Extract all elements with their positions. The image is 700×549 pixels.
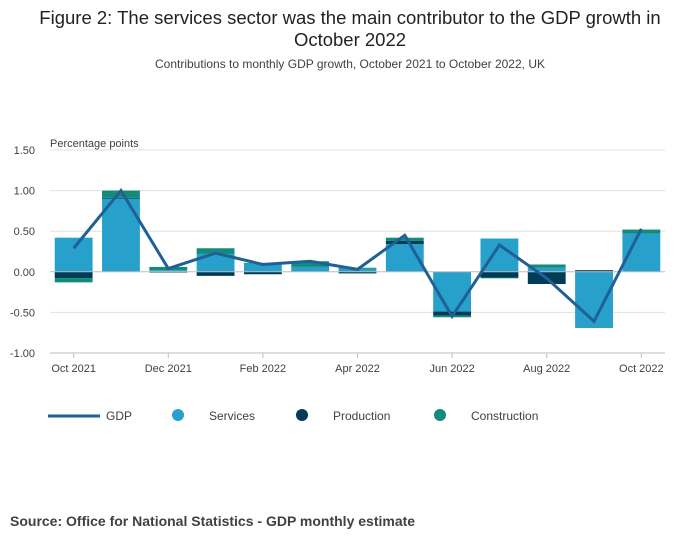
legend-swatch-construction — [434, 409, 446, 421]
bar-construction — [480, 277, 519, 279]
x-tick-label: Oct 2022 — [619, 363, 664, 375]
bar-production — [243, 271, 282, 275]
bar-services — [196, 253, 235, 272]
bars — [54, 190, 661, 328]
chart-title: Figure 2: The services sector was the ma… — [39, 7, 661, 50]
chart-subtitle: Contributions to monthly GDP growth, Oct… — [155, 57, 545, 71]
x-tick-label: Aug 2022 — [523, 363, 570, 375]
bar-production — [102, 197, 140, 199]
axes: -1.00 -0.50 0.00 0.50 1.00 1.50 Oct 2021 Dec 20… — [10, 145, 665, 375]
bar-production — [54, 271, 93, 279]
bar-production — [575, 270, 613, 272]
gdp-line-path — [72, 188, 643, 324]
bar-construction — [196, 248, 235, 254]
bar-services — [527, 267, 566, 272]
bar-services — [149, 270, 188, 272]
bar-services — [54, 237, 93, 272]
y-tick-label: 0.00 — [14, 267, 35, 279]
legend-label-construction: Construction — [471, 409, 538, 423]
bar-production — [196, 271, 235, 276]
legend-swatch-production — [296, 409, 308, 421]
bar-production — [338, 271, 377, 274]
y-axis-unit-label: Percentage points — [50, 138, 139, 150]
legend-label-gdp: GDP — [106, 409, 132, 423]
bar-services — [433, 271, 472, 312]
y-tick-label: 0.50 — [14, 226, 35, 238]
bar-construction — [527, 264, 566, 268]
x-tick-label: Oct 2021 — [51, 363, 96, 375]
y-tick-label: -0.50 — [10, 307, 35, 319]
bar-production — [385, 240, 424, 245]
legend-label-production: Production — [333, 409, 390, 423]
x-tick-label: Dec 2021 — [145, 363, 192, 375]
bar-construction — [102, 190, 140, 198]
legend: GDP Services Production Construction — [48, 409, 538, 423]
bar-construction — [575, 327, 613, 328]
bar-services — [243, 263, 282, 272]
gdp-line — [72, 188, 643, 324]
gridlines — [50, 149, 665, 354]
y-tick-label: 1.50 — [14, 145, 35, 157]
x-tick-label: Apr 2022 — [335, 363, 380, 375]
bar-construction — [385, 237, 424, 241]
y-tick-label: -1.00 — [10, 348, 35, 360]
legend-swatch-services — [172, 409, 184, 421]
y-tick-label: 1.00 — [14, 186, 35, 198]
x-tick-label: Jun 2022 — [429, 363, 474, 375]
source-note: Source: Office for National Statistics -… — [10, 513, 416, 529]
legend-label-services: Services — [209, 409, 255, 423]
bar-production — [480, 271, 519, 278]
bar-services — [291, 266, 330, 272]
bar-construction — [54, 278, 93, 283]
bar-construction — [291, 261, 330, 267]
x-tick-label: Feb 2022 — [240, 363, 286, 375]
